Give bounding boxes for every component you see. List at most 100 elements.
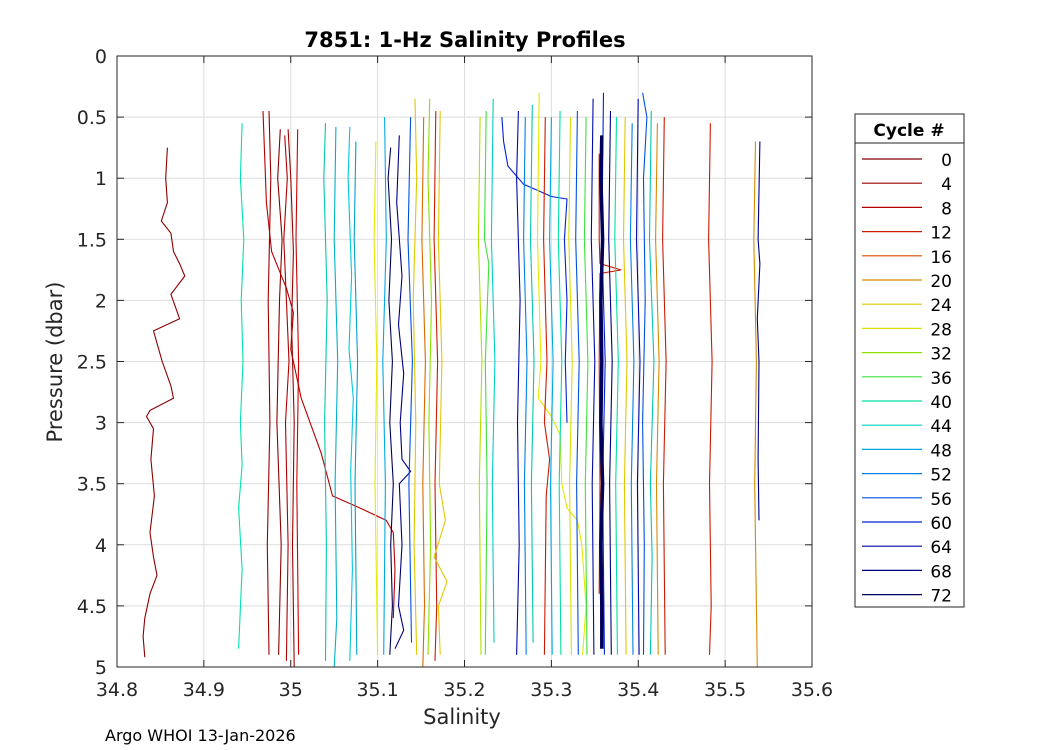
legend-label: 20	[930, 272, 952, 292]
legend-label: 56	[930, 490, 952, 510]
x-axis-label: Salinity	[423, 705, 501, 729]
legend-label: 44	[930, 417, 952, 437]
x-tick-label: 34.9	[183, 679, 225, 701]
profile-line-c35	[575, 110, 580, 655]
profile-line-c32	[549, 117, 554, 655]
axis-ticks: 34.8 34.9 35 35.1 35.2 35.3 35.4 35.5 35.600.511…	[77, 46, 833, 701]
profile-line-c45	[642, 92, 648, 655]
legend-label: 0	[941, 151, 952, 171]
series-group	[142, 92, 761, 668]
profile-line-c28	[523, 117, 528, 655]
legend-label: 4	[941, 175, 952, 195]
profile-line-c20	[427, 98, 433, 655]
legend-label: 40	[930, 393, 952, 413]
legend: Cycle # 04812162024283236404448525660646…	[854, 113, 965, 608]
profile-line-c17	[407, 117, 413, 643]
profile-line-c46	[648, 110, 655, 655]
profile-line-c33	[557, 110, 563, 655]
legend-label: 28	[930, 320, 952, 340]
legend-label: 60	[930, 514, 952, 534]
profile-line-c19	[421, 117, 426, 668]
y-tick-label: 0	[95, 46, 107, 68]
y-tick-label: 4	[95, 535, 107, 557]
legend-label: 64	[930, 538, 952, 558]
profile-line-c15	[394, 135, 412, 649]
x-tick-label: 35.3	[530, 679, 572, 701]
profile-line-c50	[753, 141, 758, 668]
y-tick-label: 3	[95, 413, 107, 435]
x-tick-label: 35.2	[443, 679, 485, 701]
profile-line-c42	[622, 117, 628, 655]
legend-label: 48	[930, 441, 952, 461]
y-tick-label: 0.5	[77, 107, 107, 129]
profile-line-c10	[333, 126, 339, 668]
profile-line-c23	[477, 117, 483, 655]
profile-line-c43	[629, 123, 635, 655]
profile-line-c8	[238, 123, 245, 649]
profile-line-c48	[662, 117, 667, 655]
profile-line-c37	[590, 98, 596, 655]
profile-line-c34	[568, 117, 573, 655]
profile-line-c25	[490, 98, 496, 643]
legend-title: Cycle #	[873, 121, 944, 141]
x-tick-label: 35.1	[356, 679, 398, 701]
profile-line-c51	[756, 141, 761, 521]
profile-line-c31	[543, 117, 551, 655]
profile-line-c52	[599, 135, 605, 649]
y-tick-label: 1.5	[77, 229, 107, 251]
legend-label: 32	[930, 345, 952, 365]
profile-line-c27	[516, 110, 521, 655]
profile-line-c0	[142, 147, 186, 658]
profile-line-c16	[382, 117, 387, 655]
profile-line-c2	[266, 110, 272, 655]
profile-line-c40	[608, 110, 613, 655]
profile-line-c49	[708, 123, 713, 655]
footer-credit: Argo WHOI 13-Jan-2026	[105, 726, 296, 745]
y-tick-label: 3.5	[77, 474, 107, 496]
profile-line-c47	[655, 123, 660, 655]
legend-label: 68	[930, 562, 952, 582]
x-tick-label: 35.4	[617, 679, 659, 701]
profile-line-c21	[433, 110, 439, 661]
y-tick-label: 2	[95, 290, 107, 312]
profile-line-c13	[373, 141, 379, 655]
profile-line-c7	[295, 129, 300, 655]
profile-line-c39	[598, 153, 622, 594]
y-tick-label: 5	[95, 657, 107, 679]
profile-line-c41	[614, 117, 619, 655]
profile-line-c18	[412, 98, 418, 655]
x-tick-label: 35	[279, 679, 303, 701]
profile-line-c4	[283, 135, 290, 661]
y-tick-label: 4.5	[77, 596, 107, 618]
legend-label: 12	[930, 224, 952, 244]
profile-line-c36	[583, 117, 589, 655]
profile-line-c11	[347, 126, 354, 661]
x-tick-label: 34.8	[96, 679, 138, 701]
profile-line-c30	[536, 92, 587, 655]
x-tick-label: 35.5	[704, 679, 746, 701]
profile-line-c5	[287, 129, 295, 668]
profile-line-c22	[433, 110, 448, 655]
profile-line-c9	[323, 123, 328, 661]
legend-label: 24	[930, 296, 952, 316]
y-axis-label: Pressure (dbar)	[43, 282, 67, 443]
x-tick-label: 35.6	[791, 679, 833, 701]
legend-box	[854, 113, 965, 608]
legend-label: 72	[930, 587, 952, 607]
profile-line-c29	[529, 104, 535, 643]
profile-line-c6	[262, 110, 396, 619]
legend-label: 36	[930, 369, 952, 389]
profile-line-c12	[353, 141, 359, 655]
y-tick-label: 2.5	[77, 352, 107, 374]
profile-line-c3	[276, 129, 283, 655]
legend-label: 52	[930, 466, 952, 486]
legend-label: 16	[930, 248, 952, 268]
y-tick-label: 1	[95, 168, 107, 190]
profile-line-c44	[635, 98, 641, 655]
profile-line-c24	[483, 110, 490, 655]
profile-line-c14	[387, 147, 394, 655]
chart-title: 7851: 1-Hz Salinity Profiles	[304, 28, 625, 52]
grid	[117, 56, 812, 667]
legend-label: 8	[941, 199, 952, 219]
